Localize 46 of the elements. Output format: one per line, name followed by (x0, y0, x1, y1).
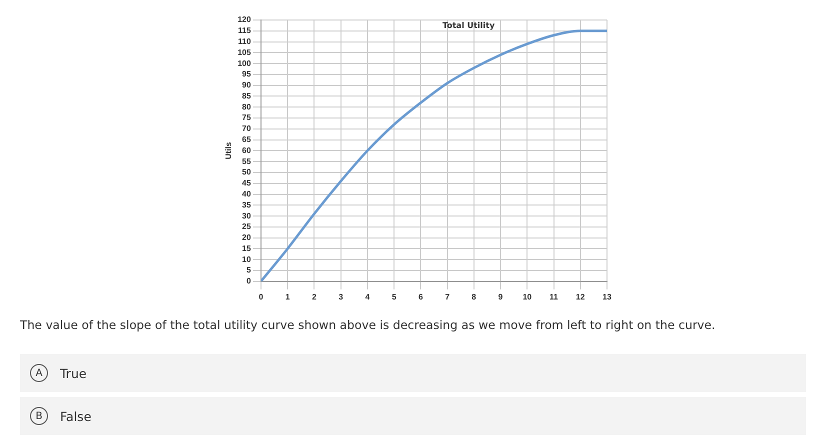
y-tick-label: 105 (238, 48, 252, 57)
text: A (30, 364, 48, 382)
y-tick-label: 10 (242, 254, 252, 264)
y-tick-label: 85 (242, 91, 252, 100)
y-tick-label: 20 (242, 233, 252, 242)
text: True (60, 366, 87, 380)
x-tick-label: 7 (445, 292, 450, 302)
x-tick-label: 9 (498, 292, 504, 302)
y-tick-label: 30 (242, 211, 252, 220)
x-tick-label: 5 (392, 292, 397, 302)
y-tick-label: 60 (242, 146, 252, 155)
y-tick-label: 90 (242, 80, 252, 90)
x-tick-label: 11 (550, 292, 559, 302)
x-tick-label: 13 (602, 292, 612, 302)
x-tick-label: 12 (576, 292, 586, 302)
x-tick-label: 0 (258, 292, 264, 302)
y-tick-label: 45 (242, 178, 252, 188)
y-tick-label: 65 (242, 135, 252, 144)
y-tick-label: 95 (242, 70, 252, 79)
y-tick-label: 0 (246, 276, 252, 286)
y-tick-label: 80 (242, 102, 252, 112)
y-tick-label: 35 (242, 200, 252, 210)
y-tick-label: 25 (242, 222, 252, 232)
y-tick-label: 115 (238, 26, 252, 36)
x-tick-label: 3 (338, 292, 344, 302)
y-tick-label: 70 (242, 124, 252, 134)
text: B (30, 407, 48, 425)
y-tick-label: 5 (246, 266, 252, 275)
y-tick-label: 120 (238, 15, 252, 24)
text: False (60, 408, 92, 424)
y-tick-label: 50 (242, 168, 252, 177)
chart-title: Total Utility (442, 21, 496, 30)
y-axis-title: Utils (224, 141, 234, 160)
y-tick-label: 100 (238, 58, 252, 68)
x-tick-label: 4 (365, 292, 370, 302)
y-tick-label: 40 (242, 189, 252, 198)
y-tick-label: 55 (242, 156, 252, 166)
x-tick-label: 2 (312, 292, 317, 302)
y-tick-label: 75 (242, 113, 252, 122)
y-tick-label: 15 (242, 244, 252, 253)
y-tick-label: 110 (238, 36, 252, 46)
x-tick-label: 8 (472, 292, 477, 302)
x-tick-label: 1 (285, 292, 290, 302)
text: The value of the slope of the total utility curve shown above is decreasing as we move from left to right on the curve. (20, 318, 716, 332)
x-tick-label: 10 (522, 292, 532, 302)
x-tick-label: 6 (418, 292, 424, 302)
